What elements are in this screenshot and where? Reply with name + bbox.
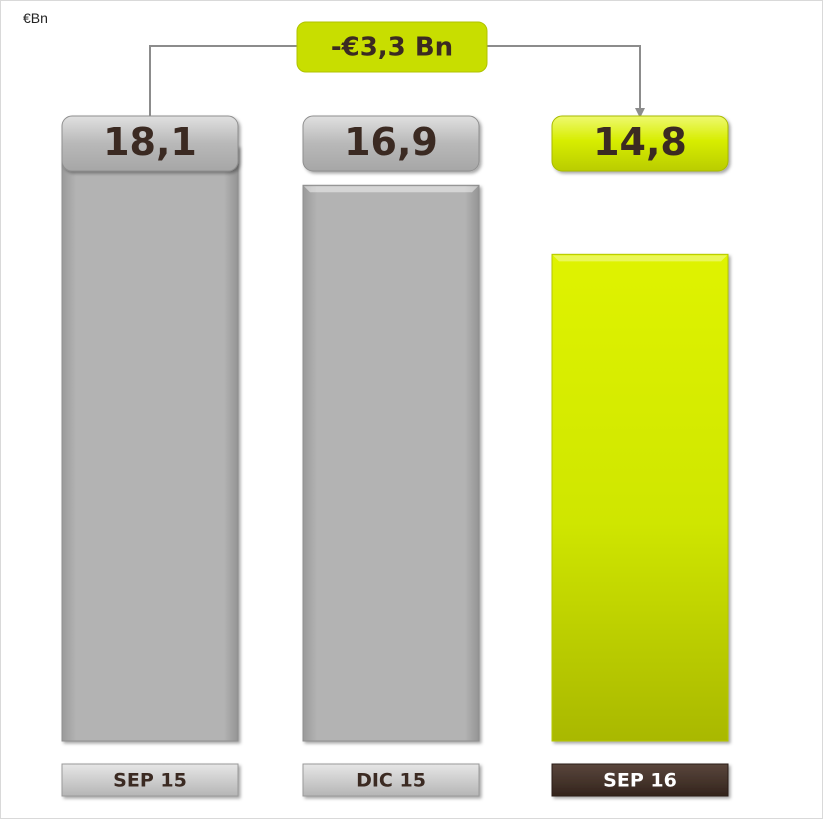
value-label-box — [302, 115, 480, 172]
value-label: 14,8 — [593, 120, 687, 164]
bar-dic-15 — [302, 184, 480, 742]
category-label: DIC 15 — [356, 770, 426, 792]
value-label-box — [551, 115, 729, 172]
bar-sep-15 — [61, 145, 239, 742]
category-box — [61, 763, 239, 797]
bar-bevel — [304, 186, 478, 193]
category-box — [551, 763, 729, 797]
difference-label: -€3,3 Bn — [331, 33, 453, 63]
category-label: SEP 15 — [113, 770, 187, 792]
value-label-box — [61, 115, 239, 172]
category-label: SEP 16 — [603, 770, 677, 792]
difference-badge — [296, 21, 488, 73]
category-box — [302, 763, 480, 797]
value-label: 16,9 — [344, 120, 438, 164]
unit-label: €Bn — [23, 10, 48, 26]
bar-bevel — [553, 255, 727, 262]
value-label: 18,1 — [103, 120, 197, 164]
bar-sep-16 — [551, 253, 729, 742]
